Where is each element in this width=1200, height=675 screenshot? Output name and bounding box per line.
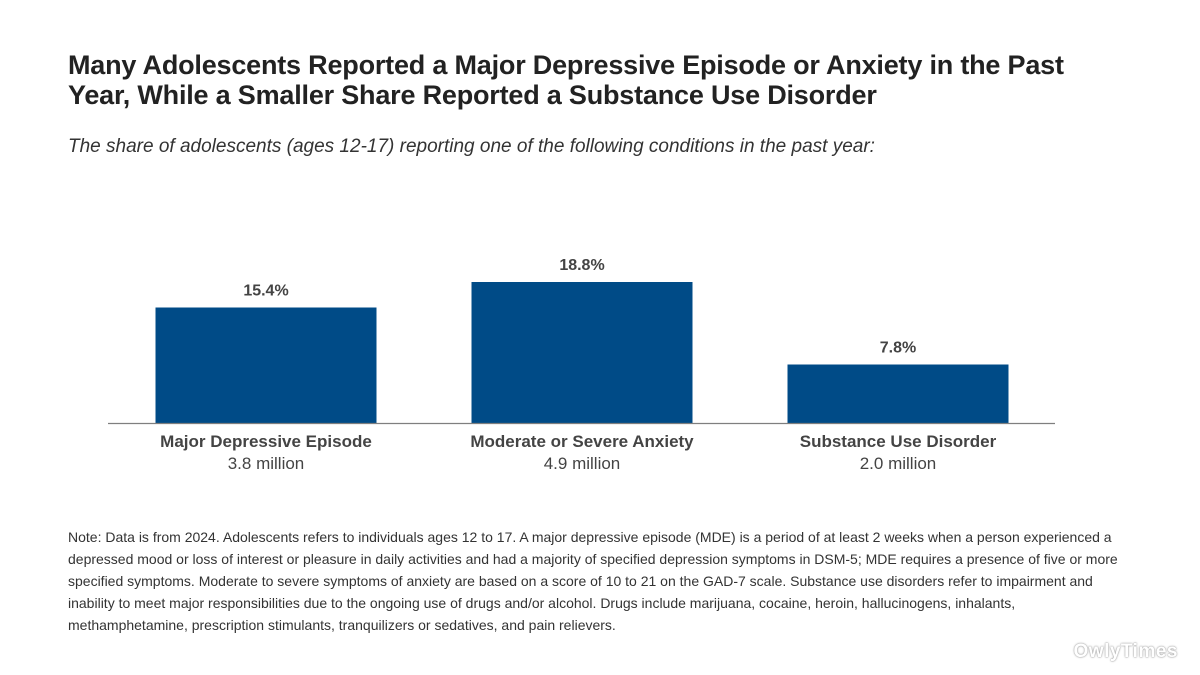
chart-title: Many Adolescents Reported a Major Depres… [68, 50, 1064, 110]
chart-note: Note: Data is from 2024. Adolescents ref… [68, 529, 1118, 633]
bar-2 [471, 282, 693, 423]
bar-chart: 15.4% Major Depressive Episode 3.8 million… [108, 257, 1055, 473]
category-label: Moderate or Severe Anxiety [470, 432, 694, 451]
category-sublabel: 3.8 million [228, 454, 305, 473]
category-label: Major Depressive Episode [160, 432, 372, 451]
category-sublabel: 2.0 million [860, 454, 937, 473]
bar-value-label: 18.8% [559, 257, 604, 274]
watermark-logo: OwlyTimes [1073, 641, 1178, 662]
bar-value-label: 15.4% [243, 283, 288, 300]
chart-subtitle: The share of adolescents (ages 12-17) re… [68, 136, 875, 157]
bar-value-label: 7.8% [880, 340, 916, 357]
category-label: Substance Use Disorder [800, 432, 997, 451]
bar-3 [787, 364, 1009, 423]
bar-1 [155, 307, 377, 423]
category-sublabel: 4.9 million [544, 454, 621, 473]
